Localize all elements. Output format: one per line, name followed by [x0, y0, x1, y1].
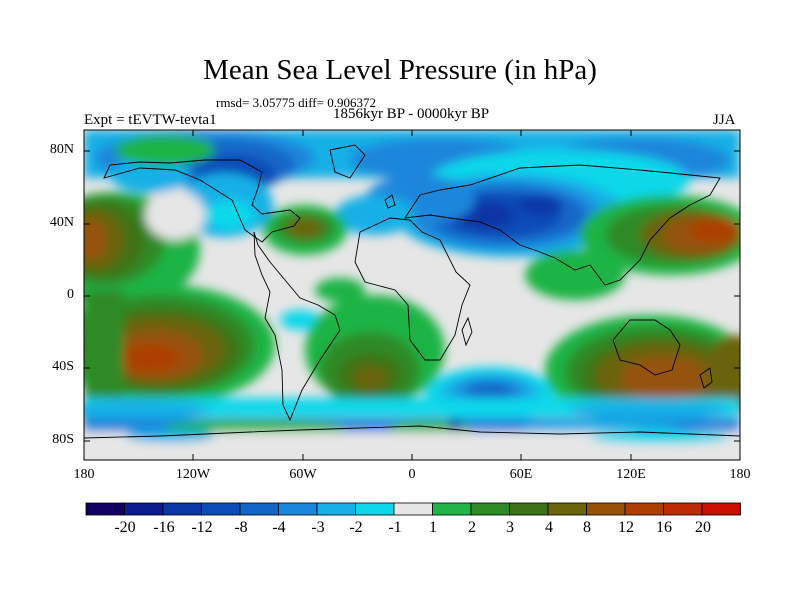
- colorbar-swatch: [355, 502, 395, 516]
- colorbar-swatch: [316, 502, 356, 516]
- y-tick-label: 80N: [49, 142, 74, 157]
- x-ticks: [83, 130, 741, 460]
- colorbar-label: 3: [506, 519, 514, 536]
- colorbar-swatch: [586, 502, 626, 516]
- colorbar-swatch: [162, 502, 202, 516]
- colorbar-swatch: [124, 502, 164, 516]
- colorbar-swatch: [547, 502, 587, 516]
- colorbar: [85, 502, 741, 516]
- colorbar-label: 20: [695, 519, 711, 536]
- x-tick-label: 60W: [289, 467, 317, 482]
- colorbar-swatch: [393, 502, 433, 516]
- colorbar-label: -8: [234, 519, 248, 536]
- y-tick-label: 0: [67, 287, 74, 302]
- experiment-label: Expt = tEVTW-tevta1: [84, 112, 217, 128]
- x-tick-label: 0: [408, 467, 416, 482]
- colorbar-label: -20: [114, 519, 136, 536]
- y-ticks: [84, 150, 740, 442]
- y-tick-label: 40S: [52, 359, 74, 374]
- y-tick-label: 40N: [49, 215, 74, 230]
- coastlines: [84, 144, 740, 439]
- colorbar-swatch: [432, 502, 472, 516]
- colorbar-label: -16: [153, 519, 175, 536]
- colorbar-label: 1: [429, 519, 437, 536]
- colorbar-label: 16: [656, 519, 672, 536]
- x-tick-label: 60E: [509, 467, 533, 482]
- x-tick-label: 180: [729, 467, 751, 482]
- colorbar-label: 4: [545, 519, 553, 536]
- chart-title: Mean Sea Level Pressure (in hPa): [203, 54, 597, 86]
- colorbar-swatch: [509, 502, 549, 516]
- colorbar-label: -12: [191, 519, 213, 536]
- colorbar-swatch: [624, 502, 664, 516]
- x-tick-label: 180: [73, 467, 95, 482]
- colorbar-label: 2: [468, 519, 476, 536]
- colorbar-swatch: [663, 502, 703, 516]
- colorbar-label: 12: [618, 519, 634, 536]
- colorbar-swatch: [201, 502, 241, 516]
- colorbar-label: -2: [349, 519, 363, 536]
- x-tick-label: 120E: [616, 467, 646, 482]
- x-tick-label: 120W: [175, 467, 211, 482]
- colorbar-label: -1: [388, 519, 402, 536]
- colorbar-swatch: [701, 502, 741, 516]
- colorbar-swatch: [85, 502, 125, 516]
- pressure-field: [84, 130, 740, 460]
- colorbar-swatch: [278, 502, 318, 516]
- colorbar-swatch: [470, 502, 510, 516]
- colorbar-swatch: [239, 502, 279, 516]
- stats-text: rmsd= 3.05775 diff= 0.906372: [216, 95, 376, 110]
- colorbar-label: -4: [272, 519, 286, 536]
- season-label: JJA: [713, 112, 736, 128]
- colorbar-label: 8: [583, 519, 591, 536]
- period-text: 1856kyr BP - 0000kyr BP: [332, 106, 490, 122]
- colorbar-label: -3: [311, 519, 325, 536]
- y-tick-label: 80S: [52, 432, 74, 447]
